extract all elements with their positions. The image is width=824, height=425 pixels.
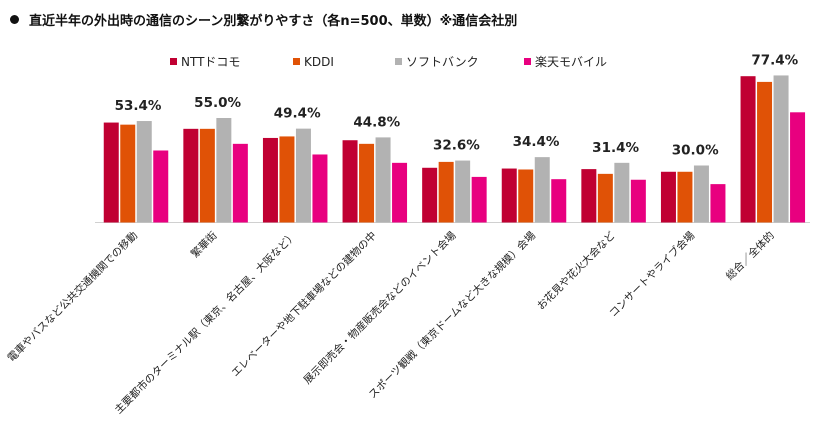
legend-swatch bbox=[524, 58, 531, 65]
bar bbox=[693, 165, 709, 223]
category-label: 電車やバスなど公共交通機関での移動 bbox=[5, 229, 140, 364]
bar bbox=[551, 179, 567, 223]
legend-label: ソフトバンク bbox=[406, 55, 479, 69]
bar bbox=[710, 184, 726, 223]
category-label: 展示即売会・物産販売会などのイベント会場 bbox=[301, 229, 459, 387]
legend-swatch bbox=[395, 58, 402, 65]
bar bbox=[216, 118, 232, 223]
bar bbox=[359, 143, 375, 223]
bar bbox=[279, 136, 295, 223]
bar bbox=[471, 176, 487, 223]
bar bbox=[153, 150, 169, 223]
bar bbox=[740, 76, 756, 223]
category-label: エレベーターや地下駐車場などの建物の中 bbox=[229, 229, 379, 379]
bar bbox=[790, 112, 806, 223]
data-label: 77.4% bbox=[751, 52, 798, 68]
bar bbox=[773, 75, 789, 223]
bar bbox=[342, 140, 358, 223]
category-label: 主要都市のターミナル駅（東京、名古屋、大阪など） bbox=[112, 229, 299, 416]
category-label: 総合／全体的 bbox=[723, 229, 777, 283]
data-label: 55.0% bbox=[194, 95, 241, 111]
bar bbox=[422, 167, 438, 223]
legend: NTTドコモ KDDI ソフトバンク 楽天モバイル bbox=[170, 55, 607, 69]
legend-swatch bbox=[170, 58, 177, 65]
category-labels: 電車やバスなど公共交通機関での移動 繁華街主要都市のターミナル駅（東京、名古屋、大… bbox=[5, 229, 777, 417]
bar bbox=[660, 171, 676, 223]
category-label: 繁華街 bbox=[188, 229, 220, 261]
data-label: 32.6% bbox=[433, 138, 480, 154]
bar bbox=[501, 168, 517, 223]
data-label: 31.4% bbox=[592, 140, 639, 156]
bar bbox=[630, 179, 646, 223]
bar bbox=[581, 169, 597, 223]
legend-label: 楽天モバイル bbox=[535, 55, 607, 69]
bar bbox=[392, 162, 408, 223]
bar bbox=[438, 161, 454, 223]
bar bbox=[136, 121, 152, 223]
bar bbox=[312, 154, 328, 223]
bar bbox=[262, 137, 278, 223]
legend-label: NTTドコモ bbox=[181, 55, 240, 69]
bar bbox=[183, 128, 199, 223]
data-label: 53.4% bbox=[115, 98, 162, 114]
bar bbox=[534, 157, 550, 223]
data-labels: 53.4% 55.0% 49.4% 44.8% 32.6% 34.4% 31.4% 30.0%… bbox=[115, 52, 799, 158]
bar bbox=[518, 169, 534, 223]
chart-title: 直近半年の外出時の通信のシーン別繋がりやすさ（各n=500、単数）※通信会社別 bbox=[10, 10, 517, 29]
bar bbox=[120, 124, 136, 223]
bar bbox=[757, 81, 773, 223]
legend-label: KDDI bbox=[304, 55, 334, 69]
chart-title-text: 直近半年の外出時の通信のシーン別繋がりやすさ（各n=500、単数）※通信会社別 bbox=[29, 14, 518, 29]
data-label: 30.0% bbox=[672, 143, 719, 159]
bar bbox=[375, 137, 391, 223]
bar bbox=[455, 160, 471, 223]
bar bbox=[597, 173, 613, 223]
bar bbox=[295, 128, 311, 223]
bar bbox=[103, 122, 119, 223]
category-label: コンサートやライブ会場 bbox=[606, 229, 697, 320]
category-label: スポーツ観戦（東京ドームなど大きな規模）会場 bbox=[366, 229, 539, 402]
bar bbox=[614, 162, 630, 223]
data-label: 44.8% bbox=[353, 114, 400, 130]
category-label: お花見や花火大会など bbox=[534, 229, 618, 313]
bar bbox=[232, 143, 248, 223]
bars bbox=[103, 75, 806, 223]
data-label: 49.4% bbox=[274, 106, 321, 122]
legend-swatch bbox=[293, 58, 300, 65]
bar bbox=[677, 171, 693, 223]
data-label: 34.4% bbox=[513, 134, 560, 150]
bullet-icon bbox=[10, 15, 19, 24]
bar bbox=[199, 128, 215, 223]
